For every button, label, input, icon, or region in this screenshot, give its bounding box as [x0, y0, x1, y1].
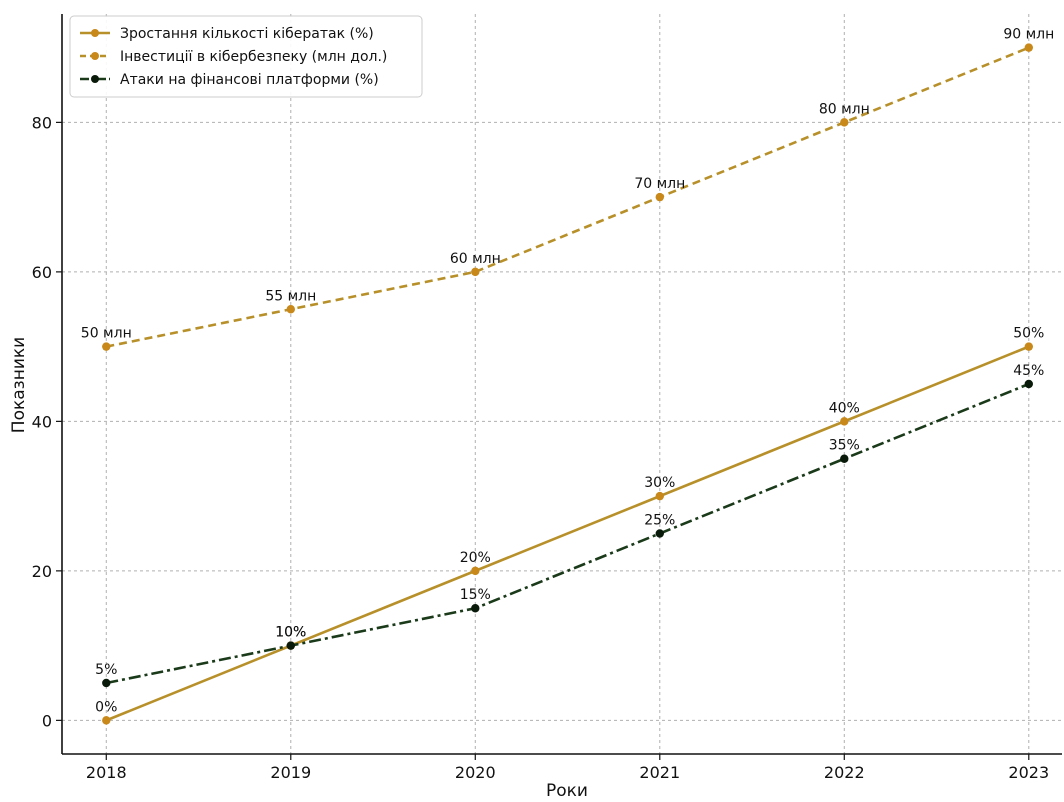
data-label: 5% [95, 662, 117, 678]
data-point [655, 192, 664, 202]
y-axis-title: Показники [9, 337, 29, 433]
grid [62, 14, 1062, 754]
y-tick-label: 0 [42, 711, 52, 730]
y-tick-label: 20 [32, 562, 52, 581]
data-point [655, 529, 664, 538]
legend-marker [91, 29, 99, 37]
data-point [840, 454, 849, 463]
legend: Зростання кількості кібератак (%) Інвести… [69, 15, 423, 98]
data-point [102, 342, 111, 351]
x-tick-label: 2020 [455, 763, 496, 782]
series-line-3 [106, 382, 1030, 685]
data-label: 0% [95, 699, 117, 715]
data-point [840, 118, 849, 127]
data-label: 90 млн [1003, 27, 1054, 43]
data-point [286, 641, 295, 650]
legend-label: Інвестиції в кібербезпеку (млн дол.) [120, 49, 387, 65]
data-point [102, 678, 111, 688]
data-label: 60 млн [450, 251, 501, 267]
data-labels: 0% 10% 20% 30% 40% 50% 50 млн 55 млн 60 млн 70 мл… [81, 27, 1054, 716]
x-tick-label: 2018 [86, 763, 127, 782]
x-tick-label: 2021 [639, 763, 680, 782]
x-tick-label: 2019 [270, 763, 311, 782]
data-label: 40% [829, 400, 860, 416]
data-label: 20% [460, 550, 491, 566]
series-line-1 [105, 345, 1030, 722]
data-label: 10% [275, 625, 306, 641]
x-tick-label: 2023 [1008, 763, 1049, 782]
legend-marker [91, 75, 99, 83]
data-label: 25% [644, 512, 675, 528]
x-axis-title: Роки [546, 781, 588, 798]
data-label: 70 млн [634, 176, 685, 192]
data-label: 50% [1013, 326, 1044, 342]
data-point [471, 604, 480, 613]
data-label: 55 млн [265, 288, 316, 304]
data-point [102, 716, 111, 725]
series-line-2 [106, 46, 1030, 348]
y-tick-label: 40 [32, 412, 52, 431]
legend-box [69, 15, 423, 98]
data-label: 50 млн [81, 326, 132, 342]
data-point [286, 305, 295, 314]
data-label: 15% [460, 587, 491, 603]
data-label: 10% [275, 625, 306, 641]
axes: Роки Показники 2018 2019 2020 2021 2022 2023 0… [9, 14, 1062, 801]
x-tick-label: 2022 [824, 763, 865, 782]
legend-marker [91, 52, 99, 60]
data-point [1024, 342, 1033, 351]
data-label: 80 млн [819, 101, 870, 117]
data-point [471, 267, 480, 277]
data-label: 30% [644, 475, 675, 491]
data-point [840, 417, 849, 426]
series-lines [102, 43, 1033, 725]
y-tick-label: 80 [32, 113, 52, 132]
data-point [655, 491, 664, 501]
legend-label: Зростання кількості кібератак (%) [120, 26, 374, 42]
data-point [471, 566, 480, 576]
y-tick-label: 60 [32, 263, 52, 282]
legend-label: Атаки на фінансові платформи (%) [120, 72, 379, 88]
data-label: 45% [1013, 363, 1044, 379]
data-point [1024, 379, 1033, 389]
data-point [1024, 43, 1033, 52]
data-label: 35% [829, 438, 860, 454]
